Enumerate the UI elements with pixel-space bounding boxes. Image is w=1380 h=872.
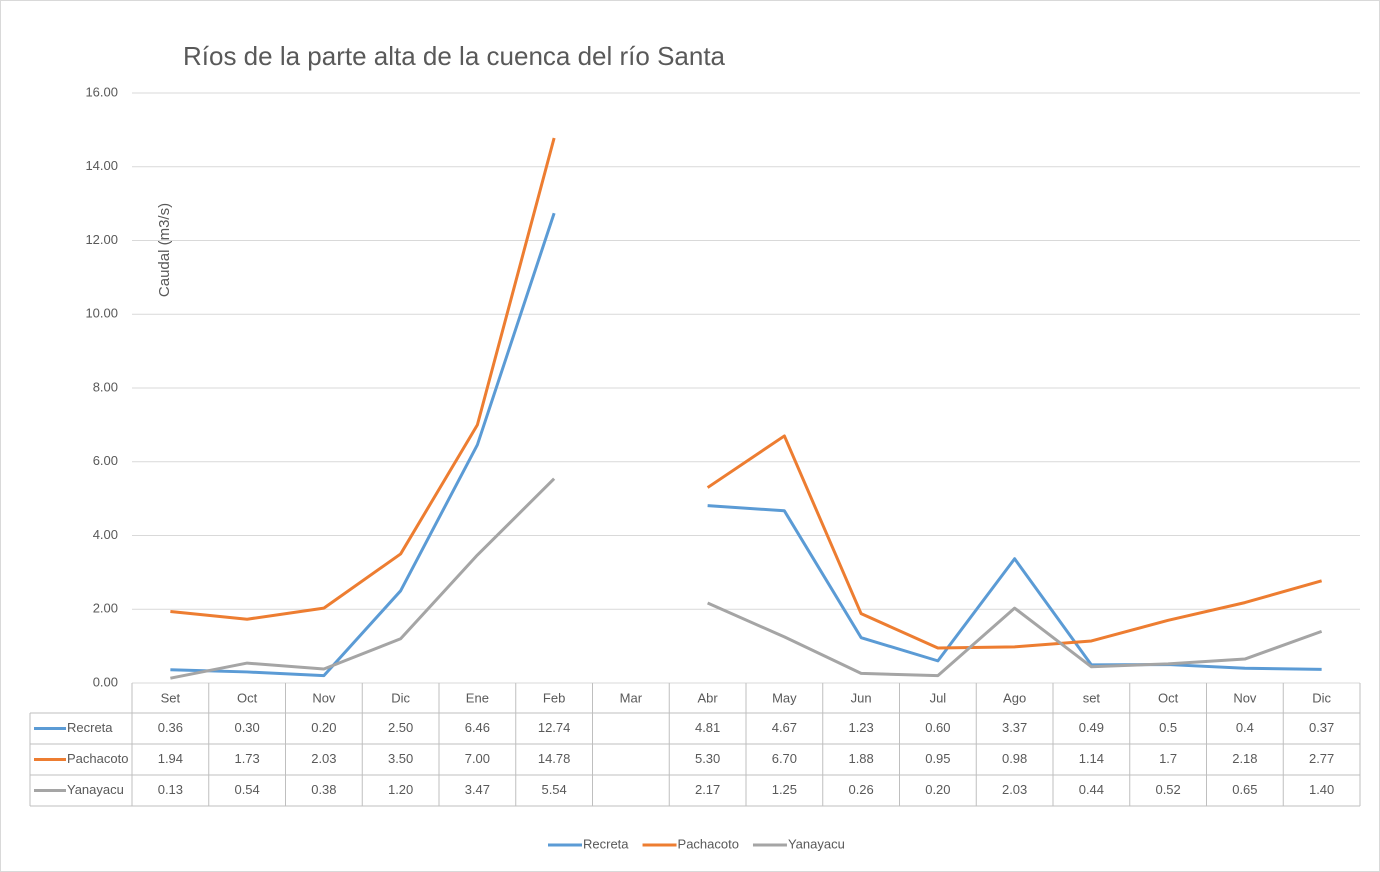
table-cell: 2.50 <box>388 720 413 735</box>
table-cell: 14.78 <box>538 751 571 766</box>
table-cell: 4.67 <box>772 720 797 735</box>
x-tick-label: Set <box>161 690 181 705</box>
y-tick-label: 6.00 <box>93 453 118 468</box>
x-tick-label: Mar <box>620 690 643 705</box>
x-tick-label: Abr <box>698 690 719 705</box>
table-cell: 1.7 <box>1159 751 1177 766</box>
table-cell: 1.14 <box>1079 751 1104 766</box>
table-cell: 0.13 <box>158 782 183 797</box>
table-cell: 2.03 <box>1002 782 1027 797</box>
series-line <box>170 212 1322 678</box>
table-cell: 0.20 <box>925 782 950 797</box>
table-cell: 0.54 <box>234 782 259 797</box>
y-tick-label: 2.00 <box>93 601 118 616</box>
table-cell: 1.25 <box>772 782 797 797</box>
x-tick-label: Dic <box>391 690 410 705</box>
legend-label: Pachacoto <box>678 836 739 851</box>
x-tick-label: Dic <box>1312 690 1331 705</box>
table-cell: 6.46 <box>465 720 490 735</box>
table-cell: 4.81 <box>695 720 720 735</box>
table-cell: 0.38 <box>311 782 336 797</box>
table-cell: 3.50 <box>388 751 413 766</box>
table-cell: 1.88 <box>848 751 873 766</box>
row-label: Yanayacu <box>67 782 124 797</box>
y-tick-label: 14.00 <box>85 158 118 173</box>
table-cell: 0.30 <box>234 720 259 735</box>
y-tick-label: 4.00 <box>93 527 118 542</box>
table-cell: 2.77 <box>1309 751 1334 766</box>
y-tick-label: 16.00 <box>85 84 118 99</box>
x-tick-label: Oct <box>237 690 258 705</box>
x-tick-label: Nov <box>1233 690 1257 705</box>
table-cell: 12.74 <box>538 720 571 735</box>
x-tick-label: Feb <box>543 690 565 705</box>
y-axis-title: Caudal (m3/s) <box>156 203 173 297</box>
table-cell: 2.17 <box>695 782 720 797</box>
table-cell: 0.60 <box>925 720 950 735</box>
table-cell: 0.5 <box>1159 720 1177 735</box>
table-cell: 2.03 <box>311 751 336 766</box>
series-line <box>170 137 1323 650</box>
table-cell: 0.52 <box>1155 782 1180 797</box>
row-label: Pachacoto <box>67 751 128 766</box>
series-line <box>170 477 1323 680</box>
table-cell: 3.37 <box>1002 720 1027 735</box>
table-cell: 3.47 <box>465 782 490 797</box>
table-cell: 0.44 <box>1079 782 1104 797</box>
y-tick-label: 12.00 <box>85 232 118 247</box>
table-cell: 1.73 <box>234 751 259 766</box>
table-cell: 0.26 <box>848 782 873 797</box>
y-tick-label: 10.00 <box>85 306 118 321</box>
x-tick-label: Ago <box>1003 690 1026 705</box>
table-cell: 6.70 <box>772 751 797 766</box>
x-tick-label: Nov <box>312 690 336 705</box>
table-cell: 7.00 <box>465 751 490 766</box>
x-tick-label: Oct <box>1158 690 1179 705</box>
table-cell: 0.49 <box>1079 720 1104 735</box>
table-cell: 0.37 <box>1309 720 1334 735</box>
table-cell: 1.94 <box>158 751 183 766</box>
table-cell: 1.20 <box>388 782 413 797</box>
table-cell: 5.30 <box>695 751 720 766</box>
y-tick-label: 0.00 <box>93 674 118 689</box>
x-tick-label: May <box>772 690 797 705</box>
table-cell: 0.36 <box>158 720 183 735</box>
x-tick-label: set <box>1083 690 1101 705</box>
table-cell: 1.23 <box>848 720 873 735</box>
table-cell: 0.95 <box>925 751 950 766</box>
x-tick-label: Jun <box>851 690 872 705</box>
table-cell: 0.20 <box>311 720 336 735</box>
legend-label: Yanayacu <box>788 836 845 851</box>
table-cell: 0.65 <box>1232 782 1257 797</box>
y-tick-label: 8.00 <box>93 379 118 394</box>
table-cell: 0.4 <box>1236 720 1254 735</box>
x-tick-label: Jul <box>930 690 947 705</box>
table-cell: 5.54 <box>541 782 566 797</box>
x-tick-label: Ene <box>466 690 489 705</box>
row-label: Recreta <box>67 720 113 735</box>
table-cell: 1.40 <box>1309 782 1334 797</box>
legend-label: Recreta <box>583 836 629 851</box>
chart-title: Ríos de la parte alta de la cuenca del r… <box>183 41 726 71</box>
table-cell: 0.98 <box>1002 751 1027 766</box>
table-cell: 2.18 <box>1232 751 1257 766</box>
